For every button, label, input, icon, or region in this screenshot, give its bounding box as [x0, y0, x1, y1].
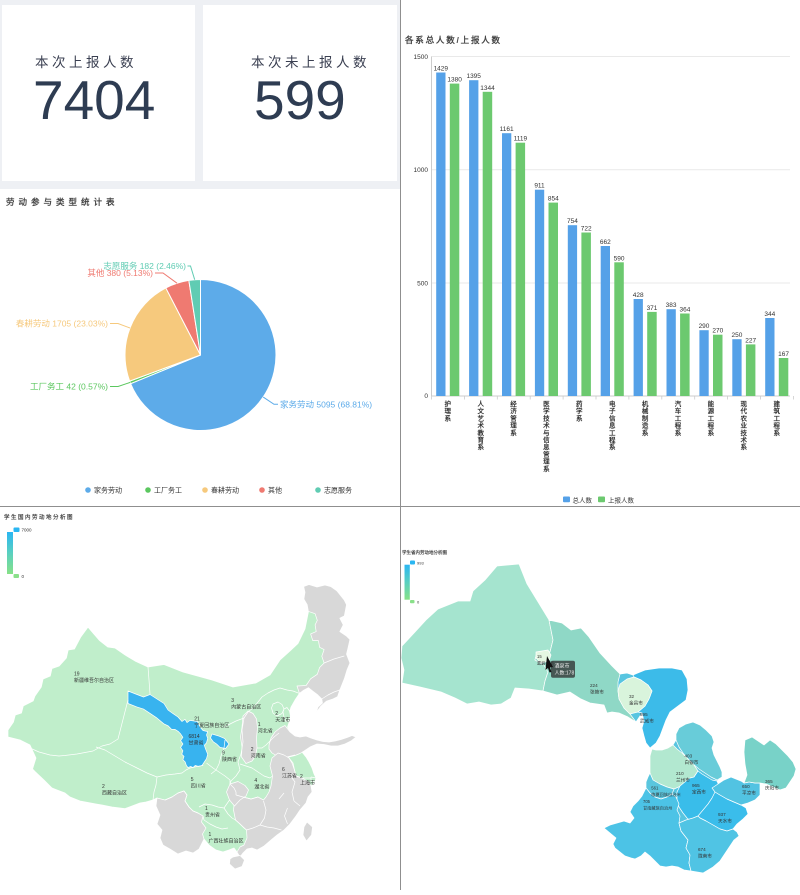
svg-text:总人数: 总人数 [573, 495, 593, 504]
svg-text:993: 993 [417, 561, 424, 566]
svg-text:1344: 1344 [480, 85, 495, 92]
svg-text:371: 371 [647, 305, 658, 312]
svg-text:1500: 1500 [414, 54, 429, 61]
svg-text:227: 227 [745, 337, 756, 344]
svg-text:270: 270 [712, 328, 723, 335]
svg-text:1380: 1380 [447, 77, 462, 84]
svg-text:工厂务工 42 (0.57%): 工厂务工 42 (0.57%) [30, 382, 108, 392]
svg-text:劳动参与类型统计表: 劳动参与类型统计表 [6, 197, 119, 207]
svg-text:机械制造系: 机械制造系 [642, 399, 649, 437]
svg-text:电子信息工程系: 电子信息工程系 [608, 399, 616, 451]
svg-text:428: 428 [633, 292, 644, 299]
svg-text:1000: 1000 [414, 167, 429, 174]
svg-text:人文艺术教育系: 人文艺术教育系 [476, 399, 484, 451]
svg-text:344: 344 [764, 311, 775, 318]
svg-text:各系总人数/上报人数: 各系总人数/上报人数 [404, 35, 502, 45]
svg-text:911: 911 [534, 183, 545, 190]
svg-text:酒泉市: 酒泉市 [555, 663, 570, 670]
svg-text:383: 383 [666, 302, 677, 309]
svg-text:754: 754 [567, 218, 578, 225]
svg-text:工厂务工: 工厂务工 [154, 486, 182, 495]
svg-text:家务劳动: 家务劳动 [94, 486, 122, 495]
svg-text:500: 500 [417, 280, 428, 287]
svg-text:上报人数: 上报人数 [608, 495, 635, 504]
svg-text:学生国内劳动地分析图: 学生国内劳动地分析图 [4, 513, 74, 521]
svg-text:志愿服务: 志愿服务 [324, 486, 352, 495]
svg-text:经济管理系: 经济管理系 [510, 399, 517, 437]
svg-text:7000: 7000 [22, 528, 33, 533]
svg-text:护理系: 护理系 [445, 399, 452, 422]
svg-text:人数:178: 人数:178 [555, 670, 575, 677]
svg-text:0: 0 [417, 600, 420, 605]
svg-text:春耕劳动: 春耕劳动 [211, 486, 239, 495]
svg-text:290: 290 [699, 323, 710, 330]
svg-text:0: 0 [22, 574, 25, 579]
svg-text:医学技术与信息管理系: 医学技术与信息管理系 [542, 400, 550, 473]
svg-text:364: 364 [679, 307, 690, 314]
svg-text:春耕劳动 1705 (23.03%): 春耕劳动 1705 (23.03%) [16, 319, 108, 329]
svg-text:药学系: 药学系 [576, 399, 583, 422]
svg-text:1429: 1429 [434, 66, 449, 73]
svg-text:建筑工程系: 建筑工程系 [773, 399, 781, 437]
svg-text:1119: 1119 [514, 136, 528, 143]
svg-text:0: 0 [424, 393, 428, 400]
svg-text:662: 662 [600, 239, 611, 246]
svg-text:志愿服务 182 (2.46%): 志愿服务 182 (2.46%) [103, 261, 186, 271]
svg-text:学生省内劳动地分析图: 学生省内劳动地分析图 [402, 549, 447, 556]
svg-text:能源工程系: 能源工程系 [707, 399, 715, 437]
svg-text:汽车工程系: 汽车工程系 [674, 399, 682, 437]
svg-text:167: 167 [778, 351, 789, 358]
svg-text:722: 722 [581, 226, 592, 233]
svg-text:250: 250 [731, 332, 742, 339]
svg-text:590: 590 [614, 255, 625, 262]
svg-text:现代农业技术系: 现代农业技术系 [740, 399, 748, 451]
svg-text:其他 380 (5.13%): 其他 380 (5.13%) [87, 268, 153, 278]
svg-text:1395: 1395 [466, 73, 481, 80]
svg-text:家务劳动 5095 (68.81%): 家务劳动 5095 (68.81%) [280, 399, 372, 409]
svg-text:1161: 1161 [500, 126, 514, 133]
svg-text:854: 854 [548, 196, 559, 203]
svg-text:其他: 其他 [268, 486, 282, 495]
